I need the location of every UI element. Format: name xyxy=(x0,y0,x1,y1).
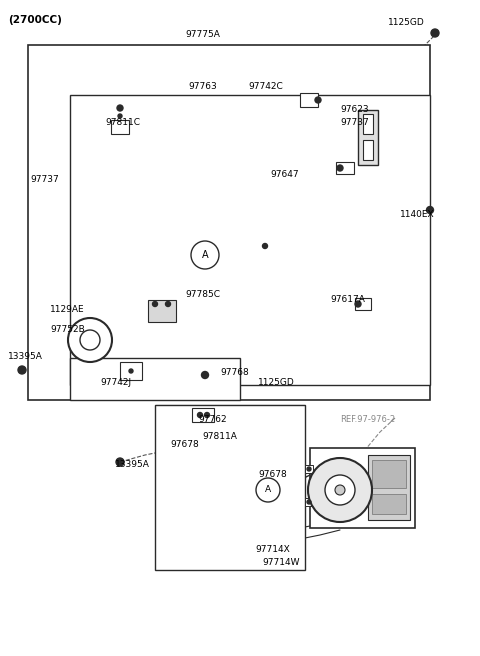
Text: 97811A: 97811A xyxy=(202,432,237,441)
Text: 97785C: 97785C xyxy=(185,290,220,299)
Text: 97647: 97647 xyxy=(270,170,299,179)
Circle shape xyxy=(307,467,311,471)
Text: 97623: 97623 xyxy=(340,105,369,114)
Text: 1129AE: 1129AE xyxy=(50,305,84,314)
Bar xyxy=(28,45,430,400)
Text: 97762: 97762 xyxy=(198,415,227,424)
Text: 1140EX: 1140EX xyxy=(400,210,434,219)
Circle shape xyxy=(427,207,433,213)
Circle shape xyxy=(191,241,219,269)
Circle shape xyxy=(204,413,209,417)
Text: 1125GD: 1125GD xyxy=(388,18,425,27)
Bar xyxy=(305,498,313,506)
Text: 97811C: 97811C xyxy=(105,118,140,127)
Circle shape xyxy=(18,366,26,374)
Circle shape xyxy=(117,105,123,111)
Circle shape xyxy=(337,165,343,171)
Circle shape xyxy=(129,369,133,373)
Bar xyxy=(358,110,378,165)
Text: 97678: 97678 xyxy=(258,470,287,479)
Text: 97763: 97763 xyxy=(188,82,217,91)
Bar xyxy=(372,494,406,514)
Text: 97742C: 97742C xyxy=(248,82,283,91)
Text: A: A xyxy=(265,485,271,495)
Circle shape xyxy=(118,114,122,118)
Text: 97768: 97768 xyxy=(220,368,249,377)
Bar xyxy=(192,408,214,422)
Text: 97678: 97678 xyxy=(170,440,199,449)
Text: 97714W: 97714W xyxy=(262,558,300,567)
Circle shape xyxy=(68,318,112,362)
Circle shape xyxy=(325,475,355,505)
Circle shape xyxy=(202,371,208,379)
Bar xyxy=(336,162,354,174)
Bar xyxy=(368,455,410,520)
Bar xyxy=(363,114,373,134)
Text: 1125GD: 1125GD xyxy=(258,378,295,387)
Bar xyxy=(155,405,305,570)
Bar xyxy=(70,358,240,400)
Bar xyxy=(372,460,406,488)
Bar xyxy=(310,448,415,528)
Circle shape xyxy=(315,97,321,103)
Bar xyxy=(300,93,318,107)
Circle shape xyxy=(80,330,100,350)
Circle shape xyxy=(153,302,157,306)
Bar xyxy=(355,298,371,310)
Text: 97742J: 97742J xyxy=(100,378,131,387)
Text: A: A xyxy=(202,250,208,260)
Bar xyxy=(363,140,373,160)
Text: 97752B: 97752B xyxy=(50,325,85,334)
Text: 97714X: 97714X xyxy=(255,545,290,554)
Circle shape xyxy=(307,500,311,504)
Text: 97737: 97737 xyxy=(340,118,369,127)
Text: 13395A: 13395A xyxy=(8,352,43,361)
Circle shape xyxy=(166,302,170,306)
Circle shape xyxy=(335,485,345,495)
Text: REF.97-976-2: REF.97-976-2 xyxy=(340,415,395,424)
Circle shape xyxy=(431,29,439,37)
Bar xyxy=(148,300,176,322)
Circle shape xyxy=(308,458,372,522)
Circle shape xyxy=(256,478,280,502)
Text: 97737: 97737 xyxy=(30,175,59,184)
Bar xyxy=(305,465,313,473)
Bar xyxy=(111,120,129,134)
Text: 13395A: 13395A xyxy=(115,460,150,469)
Circle shape xyxy=(197,413,203,417)
Text: 97617A: 97617A xyxy=(330,295,365,304)
Circle shape xyxy=(355,301,361,307)
Circle shape xyxy=(116,458,124,466)
Bar xyxy=(70,95,430,385)
Text: 97775A: 97775A xyxy=(185,30,220,39)
Circle shape xyxy=(263,243,267,249)
Bar xyxy=(120,362,142,380)
Text: (2700CC): (2700CC) xyxy=(8,15,62,25)
